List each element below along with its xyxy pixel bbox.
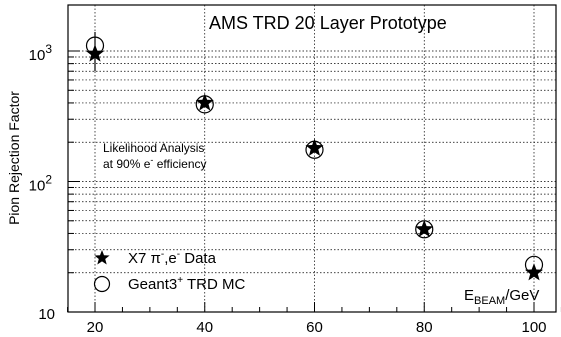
- data-point-100: [524, 263, 544, 281]
- y-tick-labels: 10 102 103: [29, 42, 55, 323]
- annotation-line-2: at 90% e- efficiency: [103, 155, 207, 171]
- x-tick-label-80: 80: [416, 319, 433, 336]
- legend-circle-marker: [93, 275, 111, 293]
- x-tick-labels: 20 40 60 80 100: [87, 319, 547, 336]
- y-axis-label: Pion Rejection Factor: [6, 91, 22, 225]
- y-tick-label-10: 10: [38, 306, 55, 323]
- data-point-60: [305, 138, 324, 156]
- legend-mc-label: Geant3+ TRD MC: [128, 275, 245, 293]
- data-point-80: [415, 219, 434, 238]
- legend-data-label: X7 π-,e- Data: [128, 249, 217, 267]
- data-marks: [85, 31, 544, 281]
- legend: X7 π-,e- Data Geant3+ TRD MC: [93, 249, 245, 293]
- y-tick-label-1000: 103: [29, 42, 53, 64]
- x-axis-label: EBEAM/GeV: [464, 287, 539, 307]
- chart-title: AMS TRD 20 Layer Prototype: [209, 13, 447, 33]
- data-point-20: [85, 44, 105, 62]
- x-tick-label-100: 100: [521, 319, 546, 336]
- x-tick-label-20: 20: [87, 319, 104, 336]
- data-point-40: [195, 93, 214, 111]
- legend-star-marker: [94, 250, 110, 265]
- y-tick-label-100: 102: [29, 173, 53, 195]
- plot-frame: [67, 4, 557, 313]
- x-tick-label-60: 60: [306, 319, 323, 336]
- x-tick-label-40: 40: [196, 319, 213, 336]
- annotation-line-1: Likelihood Analysis: [103, 141, 204, 155]
- grid-lines: [68, 5, 556, 313]
